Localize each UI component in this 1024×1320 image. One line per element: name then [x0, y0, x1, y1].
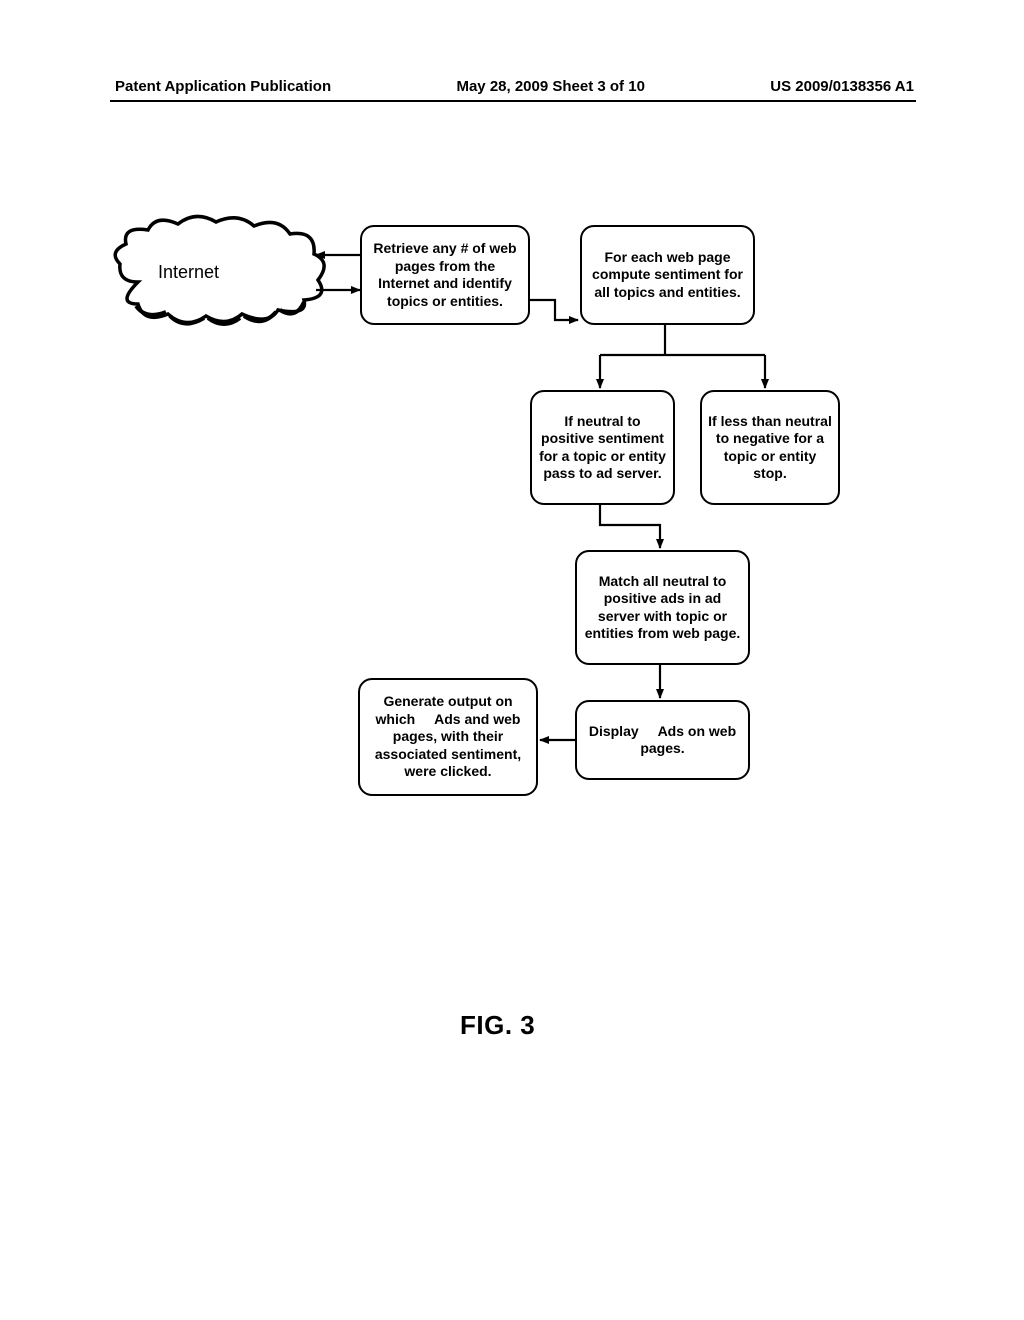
- figure-label: FIG. 3: [460, 1010, 535, 1041]
- node-negative-branch: If less than neutral to negative for a t…: [700, 390, 840, 505]
- node-compute: For each web page compute sentiment for …: [580, 225, 755, 325]
- internet-cloud-label: Internet: [158, 262, 219, 283]
- internet-cloud-icon: [108, 212, 338, 332]
- flowchart: Internet Retrieve any # of web pages fro…: [0, 0, 1024, 1320]
- node-display: Display Ads on web pages.: [575, 700, 750, 780]
- node-output: Generate output on which Ads and web pag…: [358, 678, 538, 796]
- node-retrieve: Retrieve any # of web pages from the Int…: [360, 225, 530, 325]
- node-match: Match all neutral to positive ads in ad …: [575, 550, 750, 665]
- node-positive-branch: If neutral to positive sentiment for a t…: [530, 390, 675, 505]
- flowchart-arrows: [0, 0, 1024, 1320]
